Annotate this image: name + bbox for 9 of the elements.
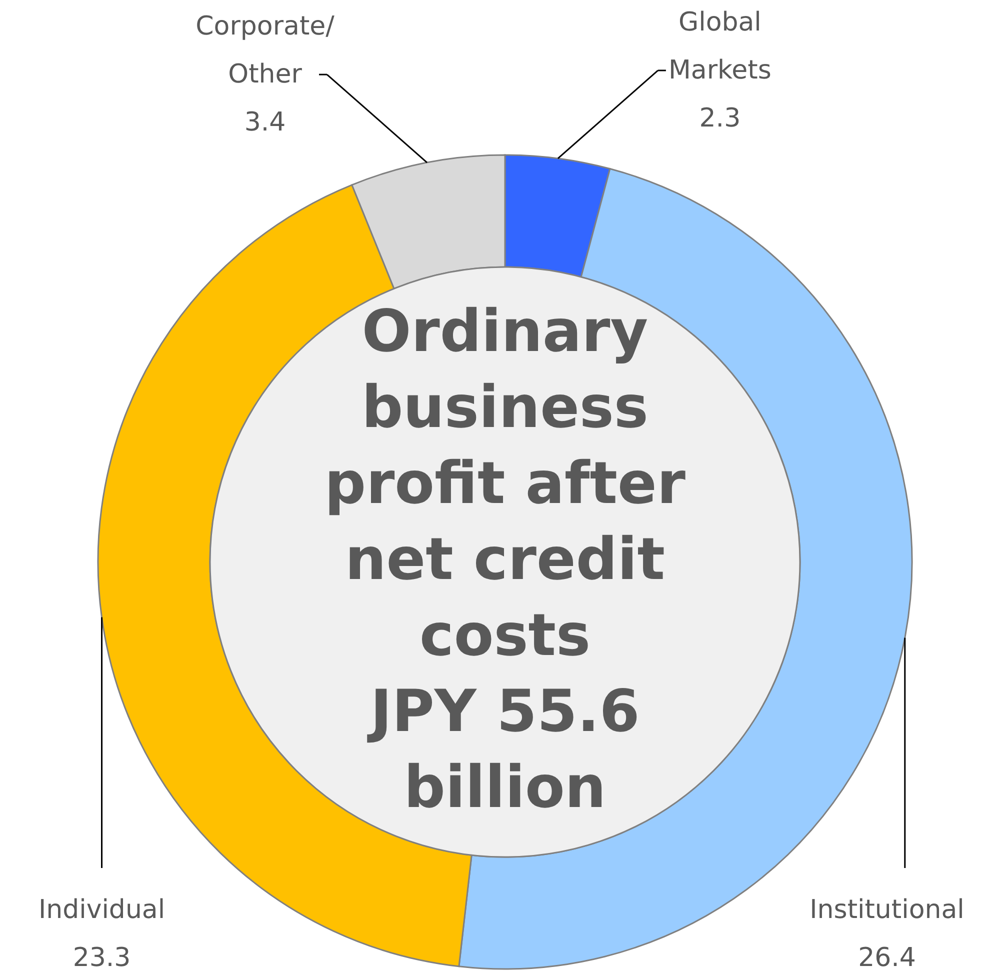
- slice-label: Corporate/Other: [196, 12, 335, 90]
- data-label: 23.3: [72, 943, 131, 972]
- slice-label: Global Markets: [668, 7, 772, 86]
- data-label: 2.3: [699, 103, 741, 134]
- data-label: 3.4: [244, 108, 286, 138]
- slice-label: Individual: [38, 895, 166, 925]
- slice-label: Institutional: [810, 895, 964, 925]
- data-label: 26.4: [858, 943, 916, 972]
- text: Ordinary business profit after net credit costs JPY 55.6 billion: [324, 297, 686, 821]
